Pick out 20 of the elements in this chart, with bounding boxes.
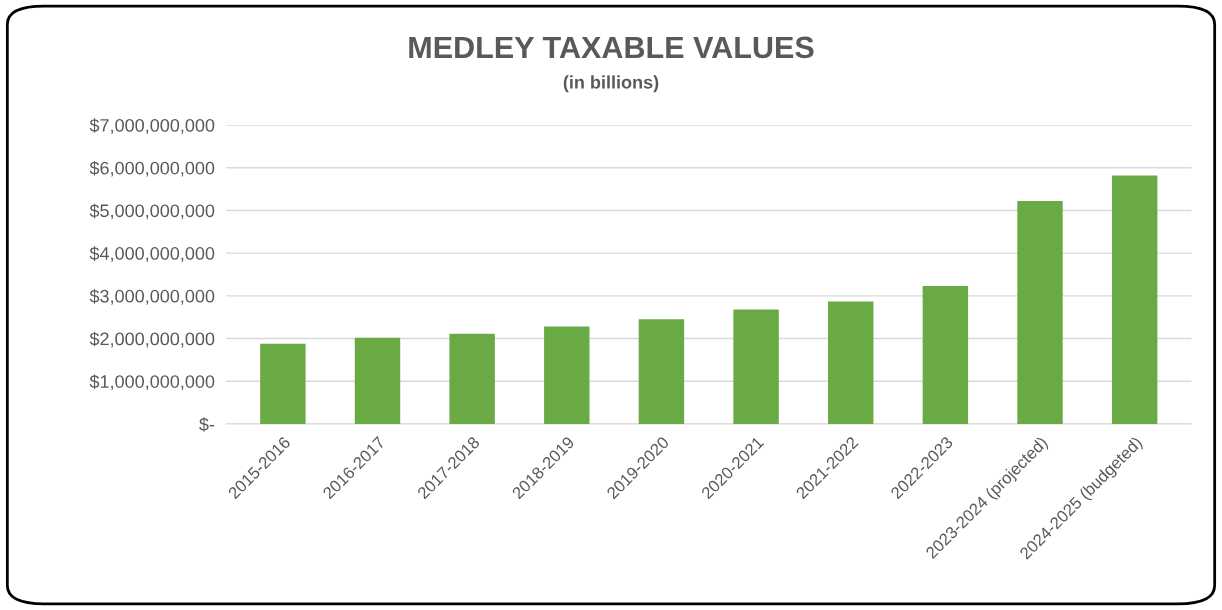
- chart-title: MEDLEY TAXABLE VALUES: [409, 36, 814, 59]
- bar: [828, 301, 874, 424]
- bar: [1111, 175, 1158, 424]
- y-tick-label: $-: [199, 417, 215, 432]
- bar: [1017, 201, 1063, 424]
- y-tick-label: $6,000,000,000: [89, 160, 215, 177]
- bar: [449, 333, 495, 424]
- bar: [638, 319, 685, 424]
- bar: [260, 343, 306, 424]
- y-tick-label: $1,000,000,000: [89, 374, 215, 391]
- y-tick-label: $4,000,000,000: [89, 246, 215, 262]
- bar: [544, 326, 590, 424]
- bar: [354, 337, 401, 424]
- y-tick-label: $2,000,000,000: [89, 331, 215, 348]
- y-tick-label: $5,000,000,000: [89, 203, 215, 220]
- bar: [733, 309, 779, 424]
- y-tick-label: $3,000,000,000: [89, 289, 215, 305]
- bar: [922, 286, 969, 424]
- chart-subtitle: (in billions): [563, 75, 659, 93]
- y-tick-label: $7,000,000,000: [89, 118, 215, 134]
